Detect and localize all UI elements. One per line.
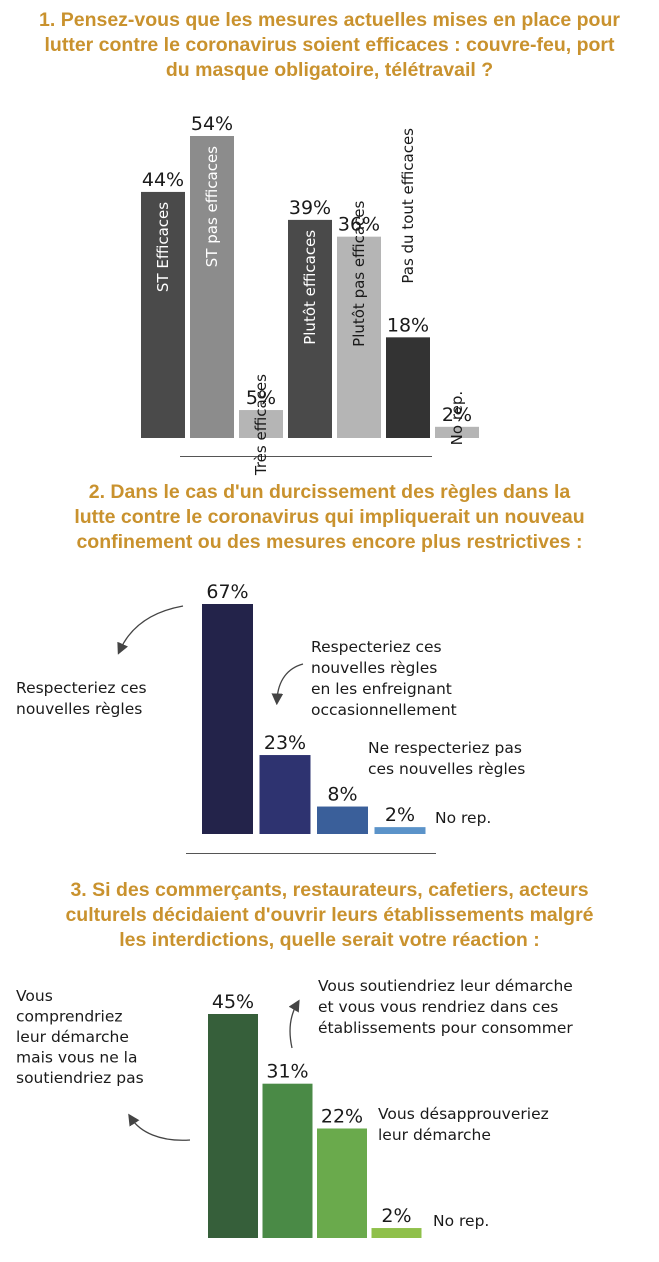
q1-bar [337, 236, 381, 438]
q2-title-line: 2. Dans le cas d'un durcissement des règ… [88, 481, 571, 503]
q3-title-line: les interdictions, quelle serait votre r… [119, 929, 540, 951]
q1-category-label: Plutôt pas efficaces [350, 200, 368, 346]
annotation-arrows [117, 605, 304, 1141]
q2-bar [202, 604, 253, 834]
arrow-q3-left [128, 1113, 191, 1141]
q1-title: 1. Pensez-vous que les mesures actuelles… [0, 8, 659, 83]
q1-value-label: 2% [442, 404, 472, 426]
q3-annotation-norep: No rep. [433, 1212, 489, 1230]
q1-category-label: Très efficaces [252, 374, 270, 476]
q1-title-line: 1. Pensez-vous que les mesures actuelles… [39, 9, 620, 31]
q1-bar [288, 219, 332, 438]
q3-value-label: 22% [321, 1105, 363, 1127]
q3-bar [371, 1228, 422, 1238]
q2-value-label: 67% [206, 581, 248, 603]
q3-title: 3. Si des commerçants, restaurateurs, ca… [0, 878, 659, 953]
q2-annotation-not-respect: Ne respecteriez pas ces nouvelles règles [368, 739, 525, 778]
q3-bar [208, 1014, 258, 1238]
q1-category-label: Plutôt efficaces [301, 230, 319, 345]
q2-title: 2. Dans le cas d'un durcissement des règ… [0, 480, 659, 555]
q3-bar [317, 1128, 367, 1238]
q1-bar [239, 410, 283, 438]
divider-2 [186, 853, 436, 854]
q2-annotation-norep: No rep. [435, 809, 491, 827]
q2-value-label: 8% [327, 784, 357, 806]
q2-value-label: 2% [385, 804, 415, 826]
arrow-q3-top [288, 999, 300, 1049]
q2-bar [259, 755, 311, 834]
q3-title-line: 3. Si des commerçants, restaurateurs, ca… [70, 879, 589, 901]
q1-bar [190, 136, 234, 438]
annotation-texts: Respecteriez ces nouvelles règles Respecte… [16, 638, 573, 1230]
arrow-q2-mid [271, 663, 304, 706]
q1-bar [386, 337, 430, 438]
arrow-q2-left [117, 605, 184, 655]
q2-annotation-occasional: Respecteriez ces nouvelles règles en les e… [311, 638, 457, 719]
q1-value-label: 39% [289, 197, 331, 219]
q2-bar [374, 827, 426, 834]
q1-title-line: du masque obligatoire, télétravail ? [165, 59, 494, 81]
q1-value-label: 36% [338, 214, 380, 236]
q1-title-line: lutter contre le coronavirus soient effi… [44, 34, 615, 56]
q2-bar [317, 806, 368, 834]
q1-value-label: 18% [387, 314, 429, 336]
q1-category-label: No rep. [448, 391, 466, 446]
q3-bar [262, 1083, 313, 1238]
q3-value-label: 31% [266, 1061, 308, 1083]
q3-annotation-disapprove: Vous désapprouveriez leur démarche [378, 1105, 549, 1144]
q2-title-line: lutte contre le coronavirus qui implique… [74, 506, 585, 528]
q1-value-label: 44% [142, 169, 184, 191]
chart-q3: 45% 31% 22% 2% [208, 991, 422, 1238]
q1-value-label: 54% [191, 113, 233, 135]
q1-category-label: ST pas efficaces [203, 146, 221, 267]
q1-category-label: Pas du tout efficaces [399, 128, 417, 284]
q2-title-line: confinement ou des mesures encore plus r… [76, 531, 583, 553]
q3-value-label: 2% [381, 1205, 411, 1227]
q2-value-label: 23% [264, 732, 306, 754]
chart-q1: 44% ST Efficaces 54% ST pas efficaces 5%Très… [141, 113, 479, 476]
q3-annotation-understand: Vous comprendriez leur démarche mais vous n… [16, 987, 144, 1087]
q3-value-label: 45% [212, 991, 254, 1013]
q3-title-line: culturels décidaient d'ouvrir leurs étab… [65, 904, 594, 926]
q1-bar [141, 191, 185, 438]
chart-q2: 67% 23% 8% 2% [202, 581, 426, 834]
q2-annotation-respect: Respecteriez ces nouvelles règles [16, 679, 147, 718]
q1-bar [435, 426, 479, 438]
q1-category-label: ST Efficaces [154, 202, 172, 292]
divider-1 [180, 456, 432, 457]
q1-value-label: 5% [246, 387, 276, 409]
q3-annotation-support: Vous soutiendriez leur démarche et vous v… [318, 977, 573, 1037]
